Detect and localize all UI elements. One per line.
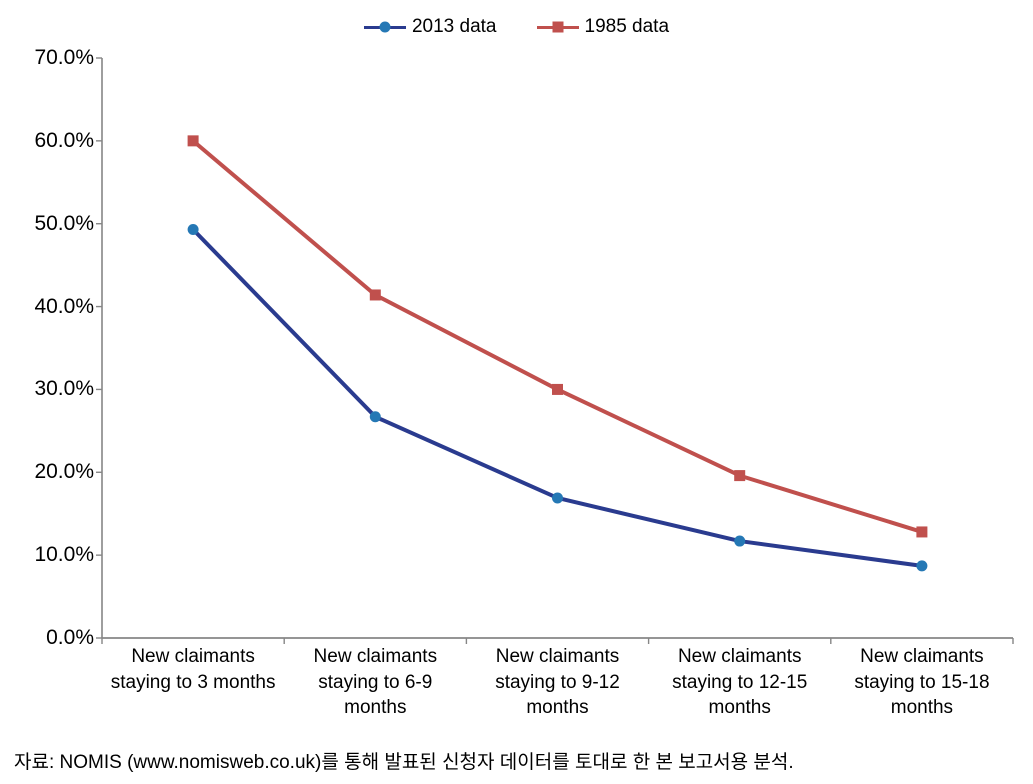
series-line-1 (193, 141, 922, 532)
y-tick-label: 20.0% (34, 460, 94, 484)
legend-line-icon (364, 26, 406, 29)
x-tick-label: New claimants staying to 15-18 months (831, 638, 1013, 728)
series-line-0 (193, 230, 922, 566)
legend-label: 1985 data (585, 16, 670, 38)
x-tick-label: New claimants staying to 12-15 months (649, 638, 831, 728)
plot-area (102, 58, 1013, 638)
legend: 2013 data 1985 data (10, 10, 1023, 48)
series-1-marker-icon (916, 526, 927, 537)
series-0-marker-icon (370, 411, 381, 422)
x-tick-label: New claimants staying to 3 months (102, 638, 284, 728)
y-tick-label: 30.0% (34, 377, 94, 401)
circle-marker-icon (379, 22, 390, 33)
legend-item-1: 1985 data (537, 16, 670, 38)
series-0-marker-icon (188, 224, 199, 235)
series-0-marker-icon (552, 492, 563, 503)
square-marker-icon (552, 22, 563, 33)
chart-caption: 자료: NOMIS (www.nomisweb.co.uk)를 통해 발표된 신… (10, 745, 1023, 774)
y-axis-labels: 0.0% 10.0% 20.0% 30.0% 40.0% 50.0% 60.0% 70.0% (10, 48, 102, 728)
series-1-marker-icon (552, 384, 563, 395)
legend-label: 2013 data (412, 16, 497, 38)
y-tick-label: 40.0% (34, 295, 94, 319)
series-1-marker-icon (188, 135, 199, 146)
x-tick-label: New claimants staying to 9-12 months (466, 638, 648, 728)
x-tick-label: New claimants staying to 6-9 months (284, 638, 466, 728)
y-tick-label: 70.0% (34, 46, 94, 70)
x-axis-labels: New claimants staying to 3 monthsNew cla… (102, 638, 1013, 728)
series-0-marker-icon (734, 536, 745, 547)
legend-line-icon (537, 26, 579, 29)
y-tick-label: 50.0% (34, 212, 94, 236)
series-1-marker-icon (734, 470, 745, 481)
plot-wrap: 0.0%10.0%20.0%30.0%40.0%50.0%60.0%70.0% … (10, 48, 1023, 728)
y-tick-label: 60.0% (34, 129, 94, 153)
plot-svg (102, 58, 1013, 638)
y-tick-label: 10.0% (34, 543, 94, 567)
y-tick-label: 0.0% (46, 626, 94, 650)
series-1-marker-icon (370, 289, 381, 300)
chart-container: 2013 data 1985 data 0.0% 10.0% 20.0% 30.0% 40… (10, 10, 1023, 745)
series-0-marker-icon (916, 560, 927, 571)
legend-item-0: 2013 data (364, 16, 497, 38)
